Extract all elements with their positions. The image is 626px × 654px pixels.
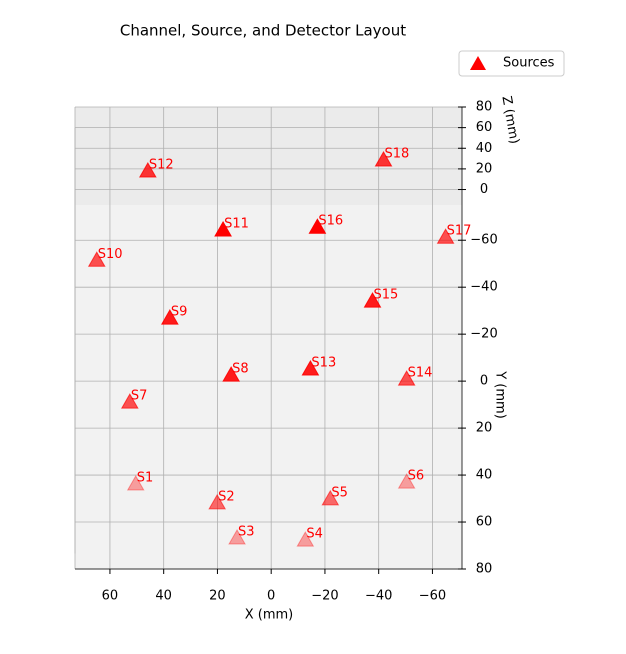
y-tick-label: 0 [480,374,488,389]
legend: Sources [458,50,565,77]
x-tick-label: −60 [419,589,446,604]
y-axis-label: Y (mm) [493,370,508,419]
source-marker [436,228,455,244]
floor-pane [75,205,462,569]
source-label: S2 [218,489,235,504]
source-label: S6 [408,469,425,484]
source-label: S7 [131,389,148,404]
y-tick-label: −40 [470,280,497,295]
source-label: S11 [224,217,249,232]
source-marker [374,150,393,167]
source-label: S14 [408,366,433,381]
y-tick-label: 20 [476,421,493,436]
source-marker [321,489,340,506]
source-marker [296,531,315,547]
source-label: S3 [238,525,255,540]
source-label: S17 [447,224,472,239]
x-tick-label: 20 [209,589,226,604]
source-label: S10 [98,247,123,262]
source-marker [301,360,320,376]
source-label: S18 [385,147,410,162]
source-marker [228,529,246,545]
x-axis-label: X (mm) [245,608,294,623]
source-label: S8 [232,362,249,377]
x-tick-label: 40 [155,589,172,604]
source-label: S9 [171,305,188,320]
z-tick-label: 60 [476,120,493,135]
source-label: S13 [311,356,336,371]
axes: 60 40 20 0 −20 −40 −60 −60 −40 −20 0 20 40 60 80 0 20 40 6… [74,100,498,604]
z-tick-label: 80 [476,100,493,115]
source-marker [222,366,241,382]
z-tick-label: 20 [476,161,493,176]
source-marker [397,370,416,386]
z-axis-label: Z (mm) [498,95,521,145]
source-marker [308,218,327,234]
legend-label: Sources [503,56,555,71]
source-marker [363,292,382,308]
source-label: S1 [137,471,154,486]
x-tick-label: 60 [102,589,119,604]
source-label: S12 [149,158,174,173]
y-tick-label: 80 [476,562,493,577]
x-tick-label: 0 [267,589,275,604]
source-marker [397,473,416,489]
source-label: S4 [306,527,323,542]
source-marker [87,251,106,267]
source-marker [208,493,227,510]
z-tick-label: 40 [476,141,493,156]
source-label: S15 [374,288,399,303]
y-tick-label: −60 [470,233,497,248]
y-tick-label: 40 [476,468,493,483]
source-marker [161,309,179,325]
y-tick-label: −20 [470,327,497,342]
x-tick-label: −20 [311,589,338,604]
x-tick-label: −40 [365,589,392,604]
z-tick-label: 0 [480,182,488,197]
source-label: S5 [331,485,348,500]
y-tick-label: 60 [476,515,493,530]
source-marker [120,393,139,409]
source-marker [126,475,145,491]
chart-title: Channel, Source, and Detector Layout [120,22,406,40]
source-marker [214,221,232,237]
legend-marker [470,56,486,70]
source-marker [138,162,157,178]
source-label: S16 [318,214,343,229]
back-pane [75,107,462,205]
